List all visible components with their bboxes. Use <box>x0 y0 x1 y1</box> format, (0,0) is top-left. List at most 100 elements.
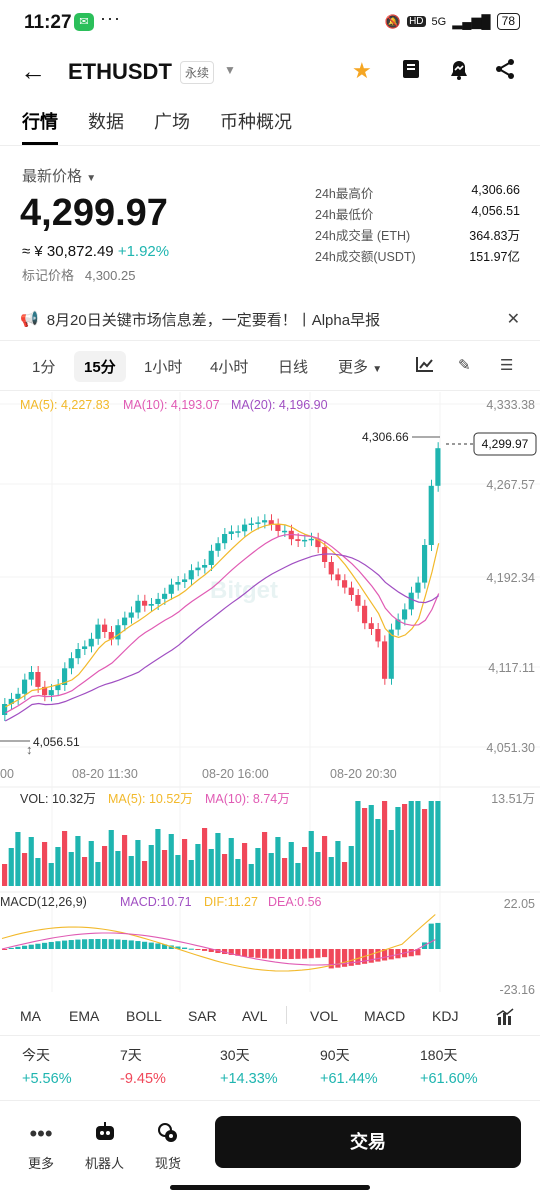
macd-bottom-label: -23.16 <box>500 983 535 997</box>
x-axis-labels: 00 08-20 11:30 08-20 16:00 08-20 20:30 <box>0 767 397 781</box>
kline-chart[interactable]: MA(5): 4,227.83 MA(10): 4,193.07 MA(20):… <box>0 392 540 1002</box>
candle-body <box>255 522 261 524</box>
symbol-dropdown-icon[interactable]: ▼ <box>224 63 236 77</box>
home-indicator <box>170 1185 370 1190</box>
trade-button[interactable]: 交易 <box>215 1116 521 1168</box>
candle-body <box>115 625 121 640</box>
indicator-macd[interactable]: MACD <box>364 1008 406 1024</box>
macd-bar <box>228 949 234 955</box>
back-arrow-icon[interactable]: ← <box>20 56 46 86</box>
candle-body <box>82 646 88 649</box>
interval-1d[interactable]: 日线 <box>278 359 309 376</box>
y-tick: 4,267.57 <box>486 478 535 492</box>
candle-body <box>262 520 268 523</box>
dif-value: DIF:11.27 <box>204 895 258 909</box>
tab-market[interactable]: 行情 <box>22 108 58 145</box>
favorite-star-icon[interactable]: ★ <box>352 58 372 83</box>
macd-bar <box>388 949 394 960</box>
indicator-vol[interactable]: VOL <box>310 1008 339 1024</box>
volume-bar <box>95 862 101 886</box>
interval-1h[interactable]: 1小时 <box>144 359 183 376</box>
indicator-boll[interactable]: BOLL <box>126 1008 162 1024</box>
notebook-icon[interactable] <box>400 58 422 86</box>
interval-more[interactable]: 更多 ▼ <box>338 359 383 376</box>
candle-body <box>68 658 74 669</box>
indicator-bar: MA EMA BOLL SAR AVL VOL MACD KDJ <box>0 1005 540 1029</box>
macd-bar <box>202 949 208 951</box>
candle-body <box>375 629 381 642</box>
interval-4h[interactable]: 4小时 <box>210 359 249 376</box>
status-indicators: 🔕 HD 5G ▂▄▆█ 78 <box>385 13 520 30</box>
news-text[interactable]: 8月20日关键市场信息差，一定要看！丨Alpha早报 <box>46 311 381 329</box>
draw-tool-icon[interactable]: ✎ <box>458 357 471 374</box>
mark-price: 标记价格 4,300.25 <box>22 268 136 283</box>
close-icon[interactable]: ✕ <box>506 311 520 328</box>
candle-body <box>22 679 28 694</box>
interval-1m[interactable]: 1分 <box>32 359 56 376</box>
volume-bar <box>42 842 48 886</box>
share-icon[interactable] <box>494 58 516 86</box>
macd-title: MACD(12,26,9) <box>0 895 87 909</box>
ma5-legend: MA(5): 4,227.83 <box>20 398 110 412</box>
ma20-legend: MA(20): 4,196.90 <box>231 398 328 412</box>
macd-bar <box>175 946 181 949</box>
candle-body <box>248 523 254 525</box>
vol-legend: VOL: 10.32万 <box>20 792 96 806</box>
price-change: +1.92% <box>117 243 170 260</box>
macd-bar <box>182 947 188 949</box>
indicator-ema[interactable]: EMA <box>69 1008 100 1024</box>
y-tick: 4,333.38 <box>486 398 535 412</box>
tab-square[interactable]: 广场 <box>154 112 190 132</box>
macd-bar <box>262 949 268 959</box>
bot-button[interactable]: 机器人 <box>85 1121 124 1172</box>
candle-body <box>148 604 154 606</box>
chart-type-icon[interactable] <box>416 356 434 376</box>
tab-data[interactable]: 数据 <box>88 112 124 132</box>
macd-bar <box>328 949 334 969</box>
indicator-sar[interactable]: SAR <box>188 1008 217 1024</box>
volume-bar <box>395 807 401 886</box>
candle-body <box>215 543 221 551</box>
x-tick: 00 <box>0 767 14 781</box>
status-time: 11:27 <box>24 12 72 33</box>
bottom-bar: ••• 更多 机器人 现货 交易 <box>0 1100 540 1199</box>
interval-bar: 1分 15分 1小时 4小时 日线 更多 ▼ ✎ ☰ <box>20 350 520 382</box>
volume-bar <box>308 831 314 886</box>
spot-button[interactable]: 现货 <box>155 1121 181 1172</box>
candle-body <box>282 530 288 533</box>
indicator-settings-icon[interactable] <box>496 1008 514 1029</box>
candle-body <box>408 592 414 610</box>
price-alert-icon[interactable] <box>447 58 471 86</box>
divider <box>0 1035 540 1036</box>
last-price-label[interactable]: 最新价格 ▼ <box>22 168 97 185</box>
indicator-avl[interactable]: AVL <box>242 1008 268 1024</box>
more-button[interactable]: ••• 更多 <box>28 1121 55 1171</box>
coin-icon <box>155 1121 181 1147</box>
interval-15m[interactable]: 15分 <box>74 351 126 382</box>
candle-body <box>188 570 194 580</box>
volume-bar <box>175 855 181 886</box>
volume-bar <box>102 846 108 886</box>
macd-bar <box>2 949 8 950</box>
macd-bar <box>415 949 421 956</box>
ma-line <box>5 553 440 722</box>
macd-bar <box>155 943 161 949</box>
indicator-kdj[interactable]: KDJ <box>432 1008 459 1024</box>
macd-bar <box>242 949 248 957</box>
symbol-title[interactable]: ETHUSDT <box>68 59 172 84</box>
volume-bar <box>2 864 8 886</box>
macd-bar <box>162 944 168 949</box>
candle-body <box>15 693 21 699</box>
x-tick: 08-20 16:00 <box>202 767 269 781</box>
news-banner[interactable]: 📢 8月20日关键市场信息差，一定要看！丨Alpha早报 ✕ <box>20 305 520 333</box>
candle-body <box>402 609 408 620</box>
candle-body <box>208 550 214 565</box>
chart-settings-icon[interactable]: ☰ <box>500 357 514 374</box>
candle-body <box>368 623 374 629</box>
candle-body <box>295 539 301 541</box>
tab-coin-overview[interactable]: 币种概况 <box>220 112 292 132</box>
volume-bar <box>155 829 161 886</box>
candle-body <box>48 690 54 696</box>
indicator-ma[interactable]: MA <box>20 1008 41 1024</box>
macd-bar <box>82 939 88 949</box>
